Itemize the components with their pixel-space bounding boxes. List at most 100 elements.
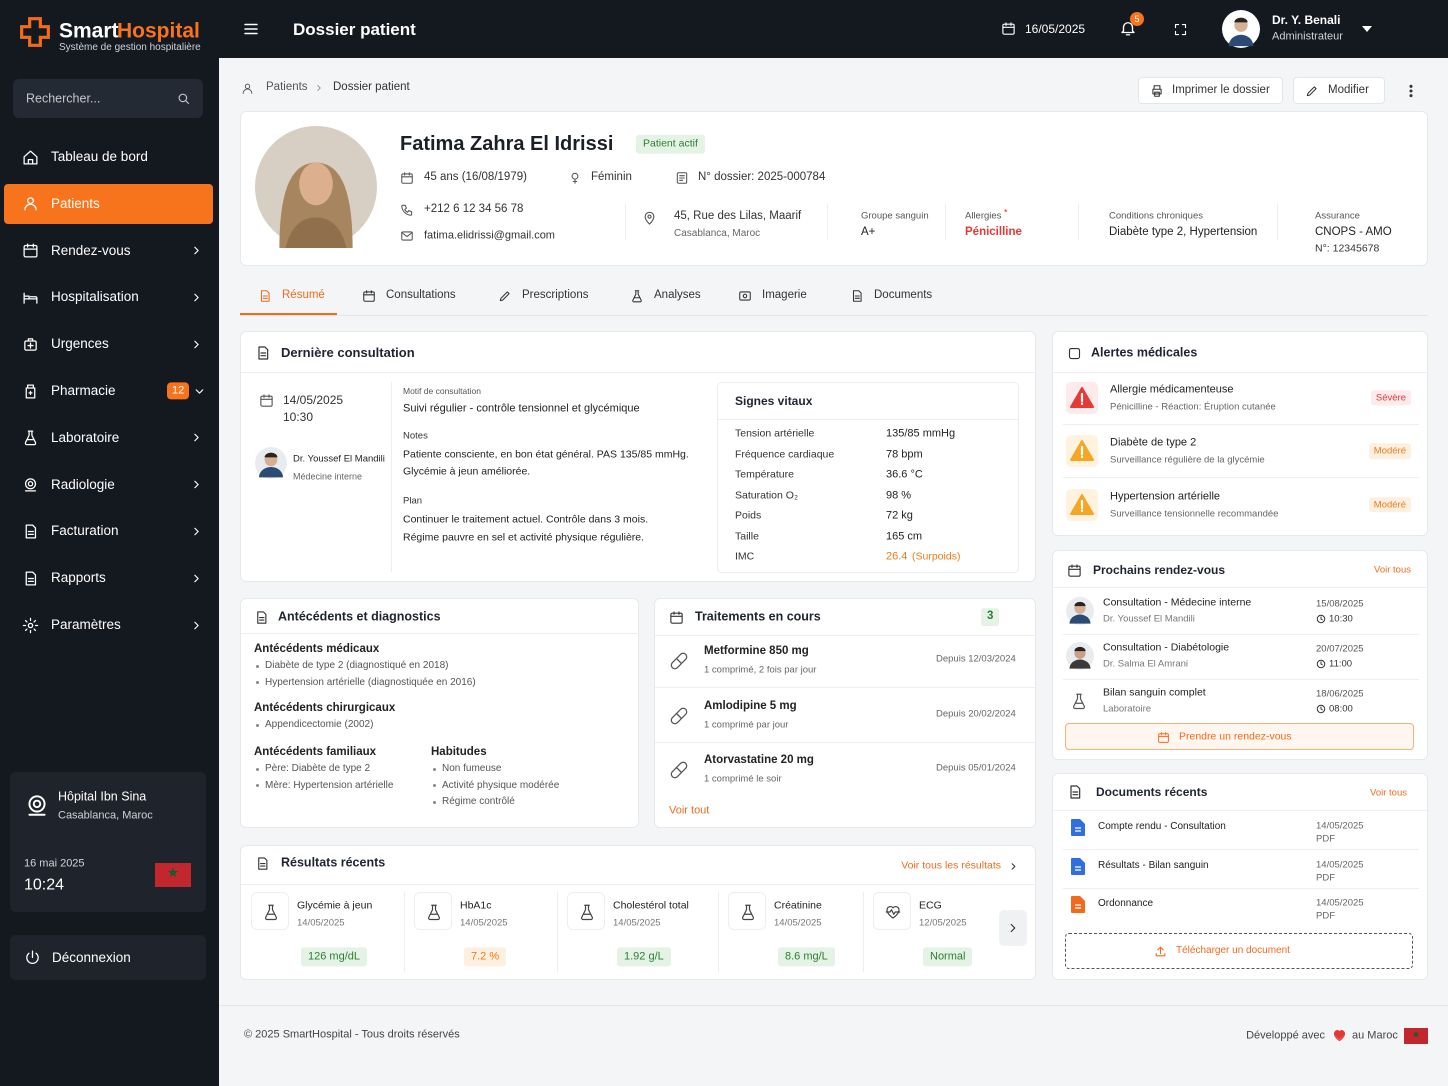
appointment-title: Consultation - Médecine interne xyxy=(1103,596,1252,609)
divider xyxy=(241,884,1037,885)
card-title: Prochains rendez-vous xyxy=(1093,562,1226,577)
icon xyxy=(401,204,413,216)
nav-item[interactable]: Pharmacie 12 xyxy=(4,371,213,411)
icon xyxy=(1068,347,1081,359)
bullet xyxy=(256,681,259,684)
icon xyxy=(264,904,278,921)
divider xyxy=(1053,587,1429,588)
divider xyxy=(557,892,558,972)
consult-time: 10:30 xyxy=(283,409,314,424)
appointments-card: Prochains rendez-vous Voir tous Consultati… xyxy=(1052,550,1429,760)
field-label: Notes xyxy=(403,430,428,442)
nav-item[interactable]: Hospitalisation xyxy=(4,277,213,317)
icon xyxy=(670,761,688,779)
icon xyxy=(194,480,199,489)
user-avatar xyxy=(1222,10,1260,48)
group-title: Habitudes xyxy=(431,746,487,759)
nav-item[interactable]: Paramètres xyxy=(4,605,213,645)
icon xyxy=(194,293,199,302)
nav-item[interactable]: Rapports xyxy=(4,558,213,598)
edit-button[interactable]: Modifier xyxy=(1293,77,1385,104)
icon xyxy=(632,290,642,303)
result-value: Normal xyxy=(923,947,973,967)
document-type: PDF xyxy=(1316,833,1335,845)
alert-title: Allergie médicamenteuse xyxy=(1110,383,1234,396)
vital-value: 78 bpm xyxy=(886,447,923,460)
nav-item[interactable]: Patients xyxy=(4,183,213,224)
result-value: 8.6 mg/L xyxy=(778,947,835,967)
print-button[interactable]: Imprimer le dossier xyxy=(1138,77,1283,104)
group-title: Antécédents médicaux xyxy=(254,643,380,656)
logout-label: Déconnexion xyxy=(52,949,131,965)
icon xyxy=(363,290,375,302)
heart xyxy=(1334,1030,1345,1040)
brand-name-accent: Hospital xyxy=(117,19,200,43)
bullet xyxy=(256,723,259,727)
avatar xyxy=(1066,597,1094,625)
alert-title: Diabète de type 2 xyxy=(1110,436,1197,449)
nav-item[interactable]: Laboratoire xyxy=(4,418,213,458)
result-date: 14/05/2025 xyxy=(297,917,345,929)
tab[interactable]: Résumé xyxy=(282,289,325,302)
footer-copyright: © 2025 SmartHospital - Tous droits réser… xyxy=(244,1028,460,1041)
link[interactable]: Voir tous les résultats xyxy=(901,859,1001,872)
next-button[interactable] xyxy=(999,910,1027,946)
nav-label: Pharmacie xyxy=(51,382,116,398)
search-box[interactable]: Rechercher... xyxy=(13,79,203,118)
tab[interactable]: Prescriptions xyxy=(522,289,589,302)
icon xyxy=(1409,84,1413,98)
alert-desc: Surveillance régulière de la glycémie xyxy=(1110,454,1265,466)
divider xyxy=(1063,634,1419,635)
nav-label: Paramètres xyxy=(51,616,121,632)
appointment-who: Laboratoire xyxy=(1103,703,1152,715)
icon xyxy=(1155,946,1166,956)
nav-badge: 12 xyxy=(167,382,190,400)
nav-item[interactable]: Radiologie xyxy=(4,465,213,505)
vitals-title: Signes vitaux xyxy=(735,393,813,408)
nav-item[interactable]: Tableau de bord xyxy=(4,137,213,177)
tab[interactable]: Documents xyxy=(874,289,933,302)
icon xyxy=(1316,704,1326,714)
nav-item[interactable]: Facturation xyxy=(4,511,213,551)
icon xyxy=(257,610,267,624)
footer-credit: au Maroc xyxy=(1352,1029,1398,1042)
document-name: Ordonnance xyxy=(1098,898,1154,910)
user-menu-caret[interactable] xyxy=(1362,26,1372,32)
tab[interactable]: Imagerie xyxy=(762,289,807,302)
icon xyxy=(194,527,199,536)
icon xyxy=(571,172,579,184)
nav-item[interactable]: Urgences xyxy=(4,324,213,364)
alert-icon xyxy=(1066,435,1098,468)
patient-insurance-no: N°: 12345678 xyxy=(1315,242,1380,255)
card-title: Traitements en cours xyxy=(695,609,821,624)
icon xyxy=(401,231,413,241)
result-icon-box xyxy=(728,892,766,930)
tab[interactable]: Consultations xyxy=(386,289,456,302)
patient-age: 45 ans (16/08/1979) xyxy=(424,171,527,184)
appointment-title: Consultation - Diabétologie xyxy=(1103,641,1230,654)
link[interactable]: Voir tout xyxy=(669,804,710,817)
appointment-date: 18/06/2025 xyxy=(1316,688,1364,700)
book-button[interactable]: Prendre un rendez-vous xyxy=(1065,723,1414,750)
vital-label: Saturation O₂ xyxy=(735,489,799,502)
info-label: Allergies xyxy=(965,210,1002,222)
tab[interactable]: Analyses xyxy=(654,289,701,302)
result-name: HbA1c xyxy=(460,899,492,912)
info-label: Assurance xyxy=(1315,210,1360,222)
status-badge: Patient actif xyxy=(636,134,705,154)
topbar: Dossier patient 16/05/2025 5 Dr. Y. Benali A… xyxy=(219,0,1448,58)
nav-item[interactable]: Rendez-vous xyxy=(4,231,213,271)
icon xyxy=(24,197,37,211)
button-label: Modifier xyxy=(1328,84,1369,97)
logout-button[interactable]: Déconnexion xyxy=(10,935,206,980)
link[interactable]: Voir tous xyxy=(1370,787,1407,799)
upload-label: Télécharger un document xyxy=(1176,945,1290,956)
icon xyxy=(26,949,39,964)
doctor-role: Médecine interne xyxy=(293,471,363,482)
divider xyxy=(1063,477,1419,479)
link[interactable]: Voir tous xyxy=(1374,564,1411,576)
divider xyxy=(827,204,828,240)
breadcrumb-item[interactable]: Patients xyxy=(266,81,308,94)
upload-zone[interactable]: Télécharger un document xyxy=(1065,933,1413,969)
